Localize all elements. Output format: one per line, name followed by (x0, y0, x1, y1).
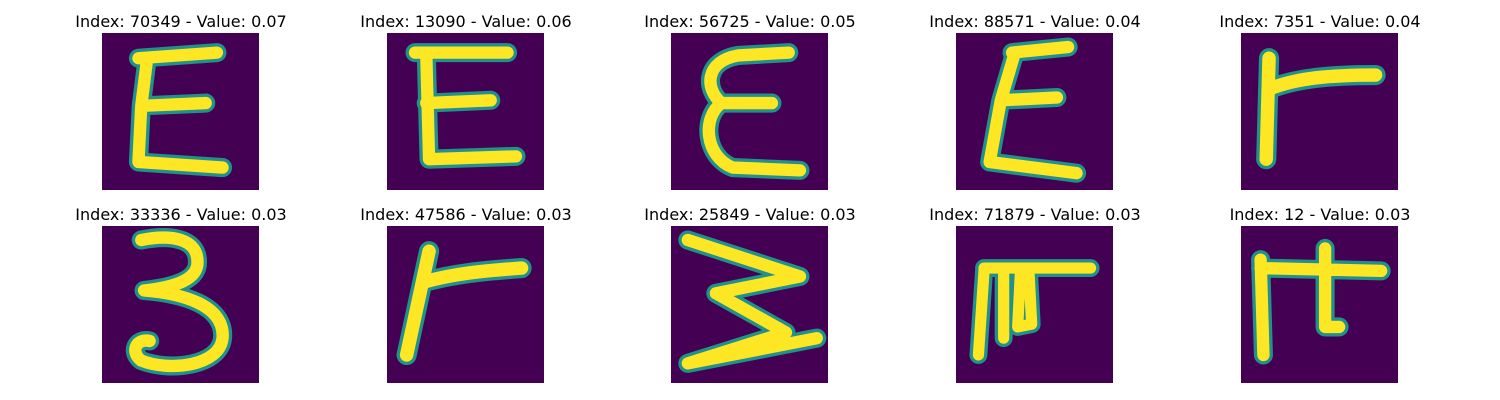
image-panel: Index: 56725 - Value: 0.05 (620, 12, 880, 192)
panel-title: Index: 47586 - Value: 0.03 (360, 205, 572, 224)
image-panel: Index: 13090 - Value: 0.06 (336, 12, 596, 192)
handwritten-glyph-image (671, 226, 828, 383)
image-panel: Index: 71879 - Value: 0.03 (905, 205, 1165, 385)
panel-title: Index: 70349 - Value: 0.07 (75, 12, 287, 31)
image-panel: Index: 88571 - Value: 0.04 (905, 12, 1165, 192)
handwritten-glyph-image (387, 33, 544, 190)
image-panel: Index: 25849 - Value: 0.03 (620, 205, 880, 385)
panel-title: Index: 12 - Value: 0.03 (1229, 205, 1411, 224)
image-panel: Index: 12 - Value: 0.03 (1190, 205, 1450, 385)
panel-title: Index: 7351 - Value: 0.04 (1219, 12, 1421, 31)
handwritten-glyph-image (956, 226, 1113, 383)
panel-title: Index: 33336 - Value: 0.03 (75, 205, 287, 224)
handwritten-glyph-image (956, 33, 1113, 190)
image-panel: Index: 33336 - Value: 0.03 (51, 205, 311, 385)
handwritten-glyph-image (1241, 33, 1398, 190)
image-panel: Index: 47586 - Value: 0.03 (336, 205, 596, 385)
panel-title: Index: 88571 - Value: 0.04 (929, 12, 1141, 31)
panel-title: Index: 71879 - Value: 0.03 (929, 205, 1141, 224)
image-panel: Index: 70349 - Value: 0.07 (51, 12, 311, 192)
handwritten-glyph-image (102, 226, 259, 383)
panel-title: Index: 25849 - Value: 0.03 (644, 205, 856, 224)
panel-title: Index: 56725 - Value: 0.05 (644, 12, 856, 31)
image-panel: Index: 7351 - Value: 0.04 (1190, 12, 1450, 192)
handwritten-glyph-image (671, 33, 828, 190)
handwritten-glyph-image (102, 33, 259, 190)
panel-title: Index: 13090 - Value: 0.06 (360, 12, 572, 31)
handwritten-glyph-image (387, 226, 544, 383)
handwritten-glyph-image (1241, 226, 1398, 383)
